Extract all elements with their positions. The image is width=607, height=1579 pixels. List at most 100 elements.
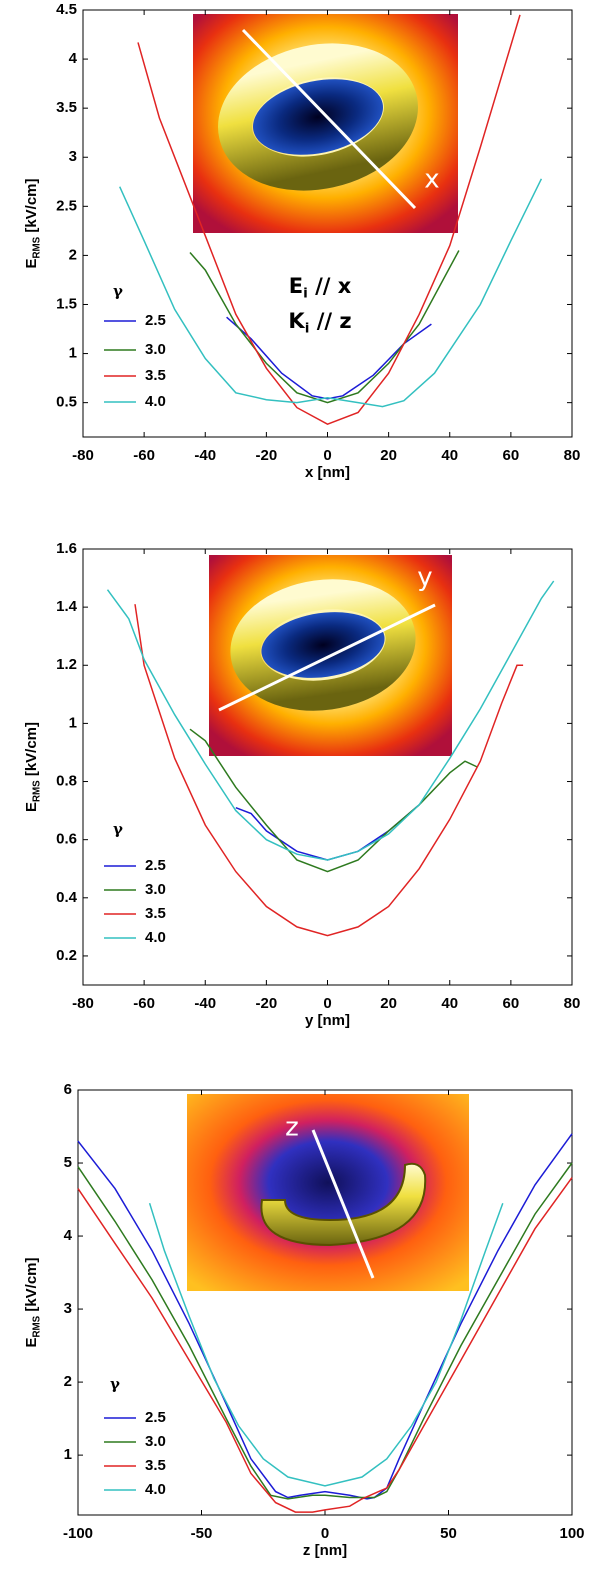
y-axis-label-sub: RMS <box>31 236 42 258</box>
annotation-rest: // x <box>308 274 352 298</box>
x-tick-label: 60 <box>503 995 520 1012</box>
legend-label: 2.5 <box>145 1409 166 1426</box>
data-line <box>235 804 420 861</box>
x-tick-label: 100 <box>559 1525 584 1542</box>
y-tick-label: 2 <box>69 246 77 263</box>
x-tick-label: 20 <box>380 447 397 464</box>
legend-label: 3.0 <box>145 881 166 898</box>
y-tick-label: 1.6 <box>56 540 77 557</box>
inset-label: x <box>424 165 439 195</box>
y-tick-label: 1.4 <box>56 598 78 615</box>
x-tick-label: 60 <box>503 447 520 464</box>
y-axis-label: ERMS [kV/cm] <box>23 722 42 812</box>
data-line <box>77 1177 573 1513</box>
data-line <box>106 580 555 861</box>
x-axis-label: y [nm] <box>305 1012 350 1029</box>
x-tick-label: 20 <box>380 995 397 1012</box>
inset-image <box>209 555 452 756</box>
x-tick-label: 40 <box>441 447 458 464</box>
legend-label: 3.5 <box>145 367 166 384</box>
x-tick-label: 0 <box>323 995 331 1012</box>
y-tick-label: 0.4 <box>56 889 78 906</box>
x-tick-label: -40 <box>194 995 216 1012</box>
y-tick-label: 4 <box>69 50 78 67</box>
y-axis-label-rest: [kV/cm] <box>23 722 40 780</box>
y-axis-label-rest: [kV/cm] <box>23 178 40 236</box>
legend-title: γ <box>110 1375 120 1393</box>
x-tick-label: 80 <box>564 995 581 1012</box>
legend-label: 3.0 <box>145 341 166 358</box>
x-tick-label: 50 <box>440 1525 457 1542</box>
y-tick-label: 0.5 <box>56 394 77 411</box>
y-axis-label-sub: RMS <box>31 780 42 802</box>
y-tick-label: 1 <box>69 714 77 731</box>
y-tick-label: 0.8 <box>56 773 77 790</box>
legend-label: 4.0 <box>145 1481 166 1498</box>
inset-image <box>193 14 458 233</box>
data-line <box>137 14 521 426</box>
y-tick-label: 6 <box>64 1081 72 1098</box>
annotation-sub: i <box>305 320 310 336</box>
y-axis-label: ERMS [kV/cm] <box>23 178 42 268</box>
inset-image <box>187 1094 469 1291</box>
x-tick-label: -60 <box>133 447 155 464</box>
x-tick-label: -100 <box>63 1525 93 1542</box>
annotation: Ei // x <box>289 274 352 301</box>
y-axis-label: ERMS [kV/cm] <box>23 1257 42 1347</box>
legend-label: 2.5 <box>145 857 166 874</box>
data-line <box>77 1162 573 1500</box>
x-tick-label: -50 <box>191 1525 213 1542</box>
x-tick-label: 80 <box>564 447 581 464</box>
legend-label: 3.5 <box>145 905 166 922</box>
annotation-rest: // z <box>309 309 351 333</box>
inset-label: z <box>285 1113 299 1143</box>
y-axis-label-sub: RMS <box>31 1315 42 1337</box>
x-tick-label: -40 <box>194 447 216 464</box>
legend-title: γ <box>113 282 123 300</box>
x-tick-label: -60 <box>133 995 155 1012</box>
y-tick-label: 2 <box>64 1373 72 1390</box>
y-tick-label: 4 <box>64 1227 73 1244</box>
y-tick-label: 1.5 <box>56 295 77 312</box>
data-line <box>226 316 432 400</box>
annotation: Ki // z <box>288 309 351 336</box>
y-axis-label-main: E <box>23 802 40 812</box>
annotation-main: K <box>288 309 305 333</box>
legend-label: 4.0 <box>145 929 166 946</box>
y-tick-label: 0.2 <box>56 947 77 964</box>
data-line <box>134 604 524 937</box>
legend-label: 3.0 <box>145 1433 166 1450</box>
data-line <box>148 1202 504 1487</box>
x-tick-label: -20 <box>256 995 278 1012</box>
y-axis-label-main: E <box>23 1338 40 1348</box>
legend-title: γ <box>113 820 123 838</box>
x-tick-label: -80 <box>72 995 94 1012</box>
inset-label: y <box>417 563 432 593</box>
y-axis-label-rest: [kV/cm] <box>23 1257 40 1315</box>
y-tick-label: 3.5 <box>56 99 77 116</box>
y-tick-label: 3 <box>64 1300 72 1317</box>
y-tick-label: 5 <box>64 1154 72 1171</box>
legend-label: 3.5 <box>145 1457 166 1474</box>
annotation-sub: i <box>303 285 308 301</box>
annotation-main: E <box>289 274 303 298</box>
x-tick-label: -20 <box>256 447 278 464</box>
x-axis-label: z [nm] <box>303 1542 347 1559</box>
x-tick-label: 0 <box>323 447 331 464</box>
y-tick-label: 1.2 <box>56 656 77 673</box>
data-line <box>189 728 478 873</box>
x-tick-label: 0 <box>321 1525 329 1542</box>
y-tick-label: 1 <box>69 345 77 362</box>
x-tick-label: 40 <box>441 995 458 1012</box>
x-axis-label: x [nm] <box>305 464 350 481</box>
y-tick-label: 3 <box>69 148 77 165</box>
x-tick-label: -80 <box>72 447 94 464</box>
y-tick-label: 0.6 <box>56 831 77 848</box>
y-tick-label: 4.5 <box>56 1 77 18</box>
y-axis-label-main: E <box>23 259 40 269</box>
y-tick-label: 1 <box>64 1446 72 1463</box>
legend-label: 2.5 <box>145 312 166 329</box>
legend-label: 4.0 <box>145 393 166 410</box>
data-line <box>119 178 543 408</box>
